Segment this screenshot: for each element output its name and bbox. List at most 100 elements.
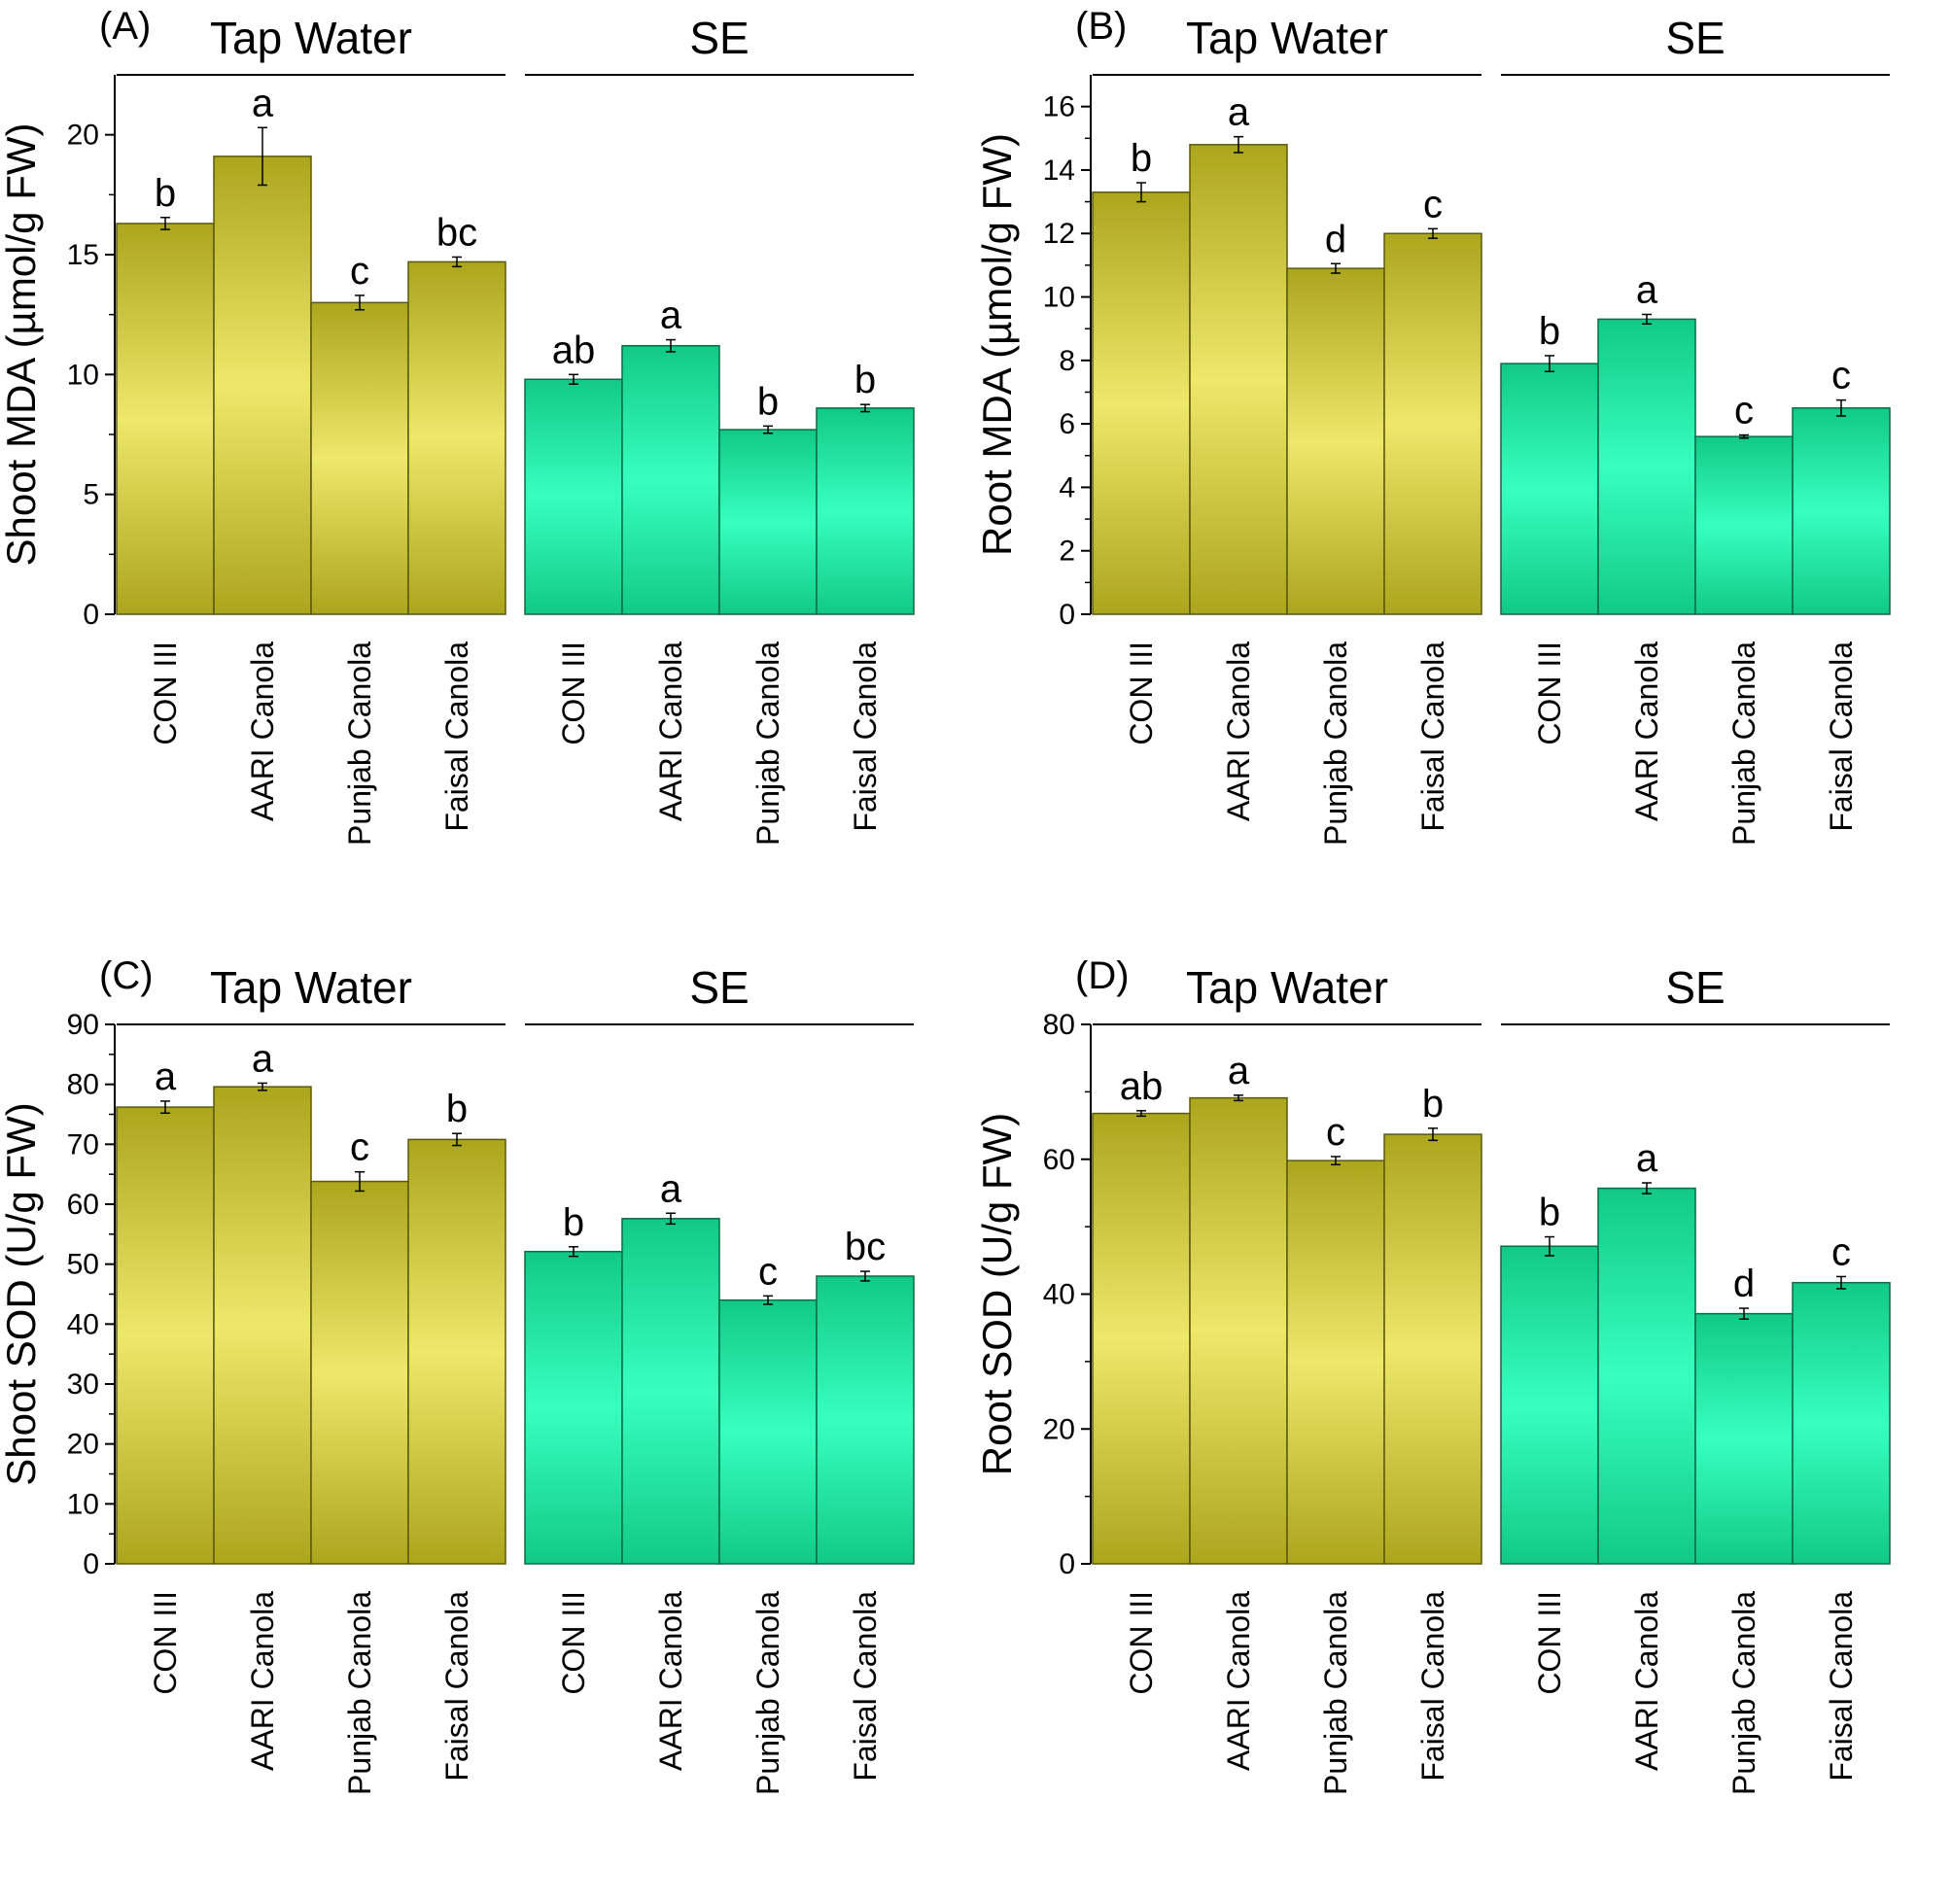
significance-label: c bbox=[1326, 1111, 1345, 1154]
category-label: CON III bbox=[148, 1591, 183, 1695]
category-label: Faisal Canola bbox=[1415, 1591, 1450, 1782]
category-label: Faisal Canola bbox=[1415, 641, 1450, 832]
bar bbox=[524, 1250, 623, 1565]
y-tick-label: 70 bbox=[67, 1128, 99, 1160]
y-tick-label: 60 bbox=[1043, 1144, 1075, 1176]
bar bbox=[1500, 1245, 1599, 1565]
significance-label: c bbox=[350, 1126, 369, 1169]
bar bbox=[621, 1218, 720, 1565]
group-label: SE bbox=[689, 13, 749, 63]
category-label: AARI Canola bbox=[653, 1591, 688, 1771]
y-tick-label: 10 bbox=[67, 1488, 99, 1520]
significance-label: b bbox=[854, 359, 876, 401]
bar bbox=[1383, 232, 1482, 615]
y-tick-label: 80 bbox=[1043, 1009, 1075, 1041]
bar bbox=[310, 301, 409, 615]
category-label: AARI Canola bbox=[1221, 641, 1256, 821]
significance-label: a bbox=[1636, 1137, 1658, 1180]
significance-label: a bbox=[660, 1167, 682, 1210]
category-label: Punjab Canola bbox=[1318, 641, 1353, 846]
significance-label: c bbox=[1831, 1230, 1851, 1273]
y-tick-label: 2 bbox=[1059, 536, 1075, 568]
significance-label: a bbox=[1228, 91, 1250, 134]
significance-label: d bbox=[1325, 218, 1346, 260]
y-tick-label: 10 bbox=[1043, 282, 1075, 314]
group-label: SE bbox=[689, 962, 749, 1013]
y-tick-label: 40 bbox=[67, 1308, 99, 1340]
bar bbox=[407, 260, 506, 615]
y-axis-label: Shoot SOD (U/g FW) bbox=[0, 1102, 44, 1485]
panel-label: (A) bbox=[99, 5, 151, 48]
category-label: Punjab Canola bbox=[750, 641, 785, 846]
category-label: Faisal Canola bbox=[848, 641, 883, 832]
category-label: Punjab Canola bbox=[342, 641, 377, 846]
panel-label: (D) bbox=[1075, 954, 1130, 997]
significance-label: a bbox=[252, 82, 274, 124]
bar bbox=[116, 223, 215, 615]
bar bbox=[621, 344, 720, 615]
category-label: CON III bbox=[148, 641, 183, 745]
y-tick-label: 30 bbox=[67, 1368, 99, 1401]
significance-label: c bbox=[1423, 183, 1443, 225]
panel-d: 0 20 40 60 80 Root SOD (U/g FW) (D) Tap Water ab… bbox=[974, 950, 1952, 1899]
bar bbox=[1092, 1112, 1191, 1565]
category-label: Faisal Canola bbox=[1824, 641, 1859, 832]
bar bbox=[1792, 1281, 1891, 1565]
y-tick-label: 14 bbox=[1043, 155, 1075, 187]
y-tick-label: 6 bbox=[1059, 408, 1075, 440]
bar bbox=[1597, 318, 1696, 615]
significance-label: b bbox=[1539, 310, 1560, 353]
significance-label: ab bbox=[1120, 1065, 1164, 1108]
significance-label: b bbox=[563, 1201, 584, 1244]
bar bbox=[1597, 1187, 1696, 1565]
y-axis-label: Shoot MDA (µmol/g FW) bbox=[0, 123, 44, 567]
bar bbox=[1189, 1096, 1288, 1565]
category-label: AARI Canola bbox=[1221, 1591, 1256, 1771]
significance-label: bc bbox=[845, 1226, 886, 1268]
category-label: Punjab Canola bbox=[1726, 1591, 1761, 1795]
bar bbox=[1092, 191, 1191, 615]
group-label: Tap Water bbox=[210, 13, 412, 63]
bar bbox=[1189, 144, 1288, 615]
significance-label: a bbox=[660, 294, 682, 337]
category-label: AARI Canola bbox=[1629, 1591, 1664, 1771]
category-label: AARI Canola bbox=[653, 641, 688, 821]
category-label: CON III bbox=[1124, 641, 1159, 745]
bar bbox=[1694, 435, 1794, 615]
y-tick-label: 0 bbox=[1059, 599, 1075, 631]
category-label: Punjab Canola bbox=[750, 1591, 785, 1795]
significance-label: ab bbox=[552, 329, 596, 371]
significance-label: b bbox=[757, 380, 779, 423]
significance-label: b bbox=[1131, 137, 1152, 180]
y-tick-label: 0 bbox=[1059, 1548, 1075, 1580]
category-label: Punjab Canola bbox=[342, 1591, 377, 1795]
bar bbox=[816, 1275, 915, 1565]
category-label: AARI Canola bbox=[245, 1591, 280, 1771]
category-label: Punjab Canola bbox=[1318, 1591, 1353, 1795]
y-tick-label: 80 bbox=[67, 1069, 99, 1101]
category-label: Faisal Canola bbox=[439, 1591, 474, 1782]
significance-label: c bbox=[1831, 355, 1851, 398]
y-tick-label: 10 bbox=[67, 359, 99, 391]
significance-label: a bbox=[1636, 268, 1658, 311]
chart-c-svg: 0 10 20 30 40 50 60 70 80 90 Shoot SOD (U/g FW) (C)… bbox=[0, 954, 915, 1795]
significance-label: d bbox=[1733, 1263, 1755, 1305]
y-tick-label: 20 bbox=[67, 120, 99, 152]
bar bbox=[1286, 1160, 1385, 1565]
chart-b-svg: 0 2 4 6 8 10 12 14 16 Root MDA (µmol/g FW) (B) Tap … bbox=[974, 5, 1891, 846]
y-tick-label: 0 bbox=[83, 599, 99, 631]
group-label: Tap Water bbox=[1186, 962, 1388, 1013]
category-label: CON III bbox=[1532, 641, 1567, 745]
y-tick-label: 8 bbox=[1059, 345, 1075, 377]
bar bbox=[1383, 1133, 1482, 1565]
bar bbox=[816, 407, 915, 615]
group-label: SE bbox=[1665, 13, 1725, 63]
category-label: CON III bbox=[556, 641, 591, 745]
bar bbox=[718, 1298, 818, 1565]
category-label: CON III bbox=[1532, 1591, 1567, 1695]
bar bbox=[524, 378, 623, 615]
category-label: Punjab Canola bbox=[1726, 641, 1761, 846]
bar bbox=[1694, 1312, 1794, 1565]
group-label: SE bbox=[1665, 962, 1725, 1013]
